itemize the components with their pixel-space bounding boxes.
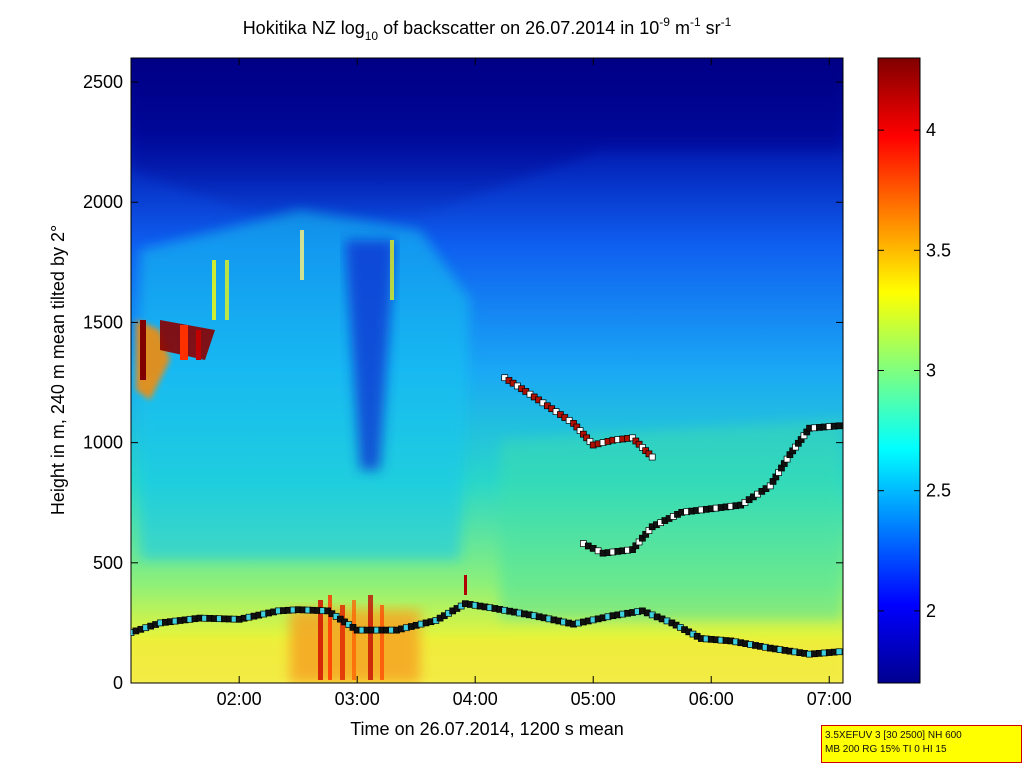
x-tick-label: 05:00	[571, 689, 616, 709]
info-line-1: 3.5XEFUV 3 [30 2500] NH 600	[825, 730, 962, 741]
layer-markers	[131, 374, 843, 658]
y-tick-label: 1500	[83, 312, 123, 332]
axis-ticks: 02:00 03:00 04:00 05:00 06:00 07:00 0 500 1000 15…	[83, 58, 852, 709]
y-tick-label: 0	[113, 673, 123, 693]
colorbar-tick-label: 4	[926, 120, 936, 140]
colorbar-tick-label: 2.5	[926, 481, 951, 501]
colorbar	[877, 57, 921, 684]
layer-lower-marker	[835, 648, 843, 656]
colorbar-tick-label: 2	[926, 601, 936, 621]
y-tick-label: 500	[93, 553, 123, 573]
layer-rising-marker	[835, 422, 843, 430]
plot-frame	[130, 57, 844, 684]
surface-hot-streaks	[318, 595, 384, 680]
cloud-hot-streaks	[136, 230, 467, 595]
y-tick-label: 2500	[83, 72, 123, 92]
x-tick-label: 06:00	[689, 689, 734, 709]
heatmap-field	[131, 58, 843, 683]
info-box: 3.5XEFUV 3 [30 2500] NH 600 MB 200 RG 15…	[821, 725, 1022, 763]
layer-descending-marker	[648, 453, 656, 461]
colorbar-ticks: 2 2.5 3 3.5 4	[878, 120, 951, 621]
y-tick-label: 1000	[83, 433, 123, 453]
y-axis-label: Height in m, 240 m mean tilted by 2°	[48, 225, 68, 515]
y-tick-label: 2000	[83, 192, 123, 212]
colorbar-tick-label: 3	[926, 361, 936, 381]
chart-title: Hokitika NZ log10 of backscatter on 26.0…	[243, 15, 732, 43]
x-tick-label: 02:00	[217, 689, 262, 709]
colorbar-tick-label: 3.5	[926, 240, 951, 260]
x-tick-label: 03:00	[335, 689, 380, 709]
x-axis-label: Time on 26.07.2014, 1200 s mean	[350, 719, 624, 739]
x-tick-label: 04:00	[453, 689, 498, 709]
info-line-2: MB 200 RG 15% TI 0 HI 15	[825, 744, 947, 755]
x-tick-label: 07:00	[807, 689, 852, 709]
